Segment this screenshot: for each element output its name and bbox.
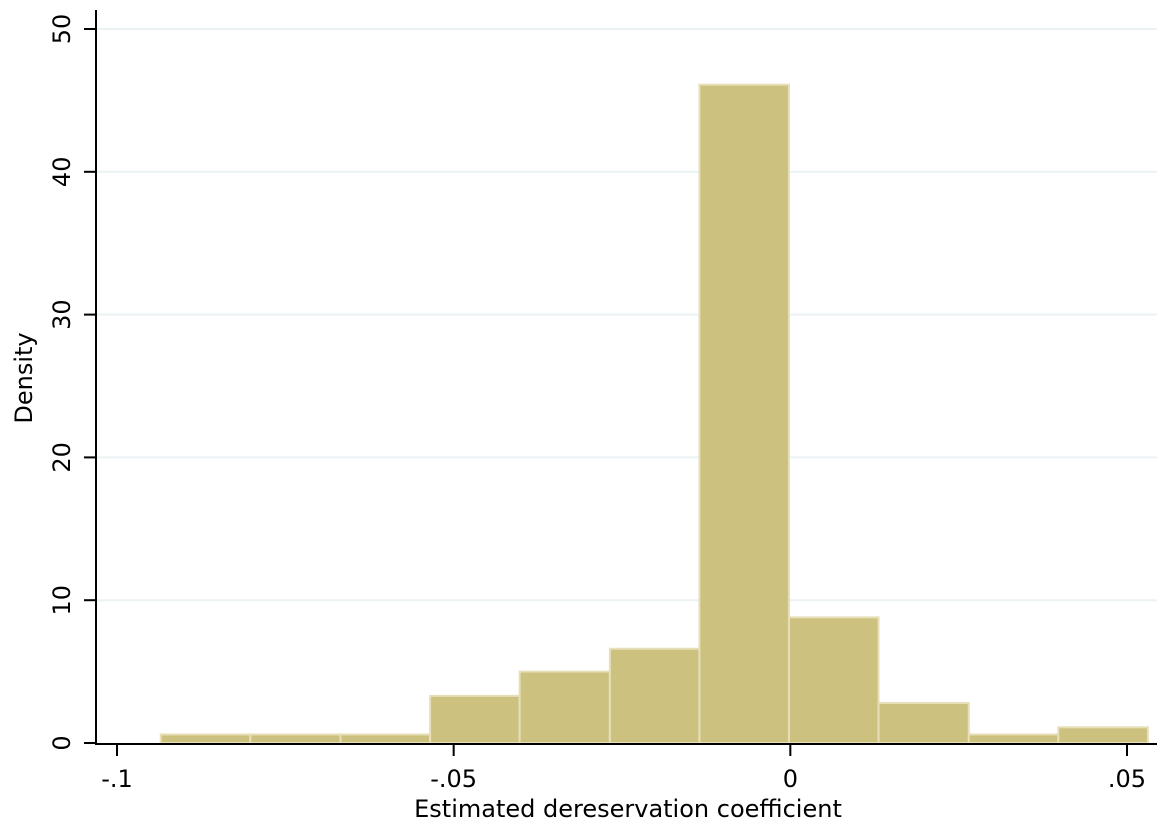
histogram-bar bbox=[159, 733, 252, 745]
y-tick-label: 0 bbox=[48, 735, 76, 750]
y-axis-ticks: 0 10 20 30 40 50 bbox=[48, 14, 96, 751]
histogram-bar bbox=[1057, 726, 1149, 744]
x-tick-label: 0 bbox=[783, 765, 798, 793]
histogram-bar bbox=[339, 733, 432, 745]
x-tick-label: .05 bbox=[1108, 765, 1146, 793]
y-axis-title: Density bbox=[10, 332, 38, 423]
y-tick-label: 40 bbox=[48, 157, 76, 188]
histogram-bar bbox=[518, 670, 611, 744]
y-tick-label: 50 bbox=[48, 14, 76, 45]
histogram-bar bbox=[429, 694, 521, 744]
x-tick-label: -.05 bbox=[430, 765, 477, 793]
histogram-bar bbox=[249, 733, 342, 745]
histogram-bar bbox=[787, 616, 880, 744]
x-axis-title: Estimated dereservation coefficient bbox=[414, 795, 842, 823]
grid-lines bbox=[97, 28, 1157, 602]
histogram-bar bbox=[877, 702, 970, 744]
y-tick-label: 30 bbox=[48, 299, 76, 330]
x-axis-ticks: -.1 -.05 0 .05 bbox=[101, 744, 1146, 793]
y-tick-label: 10 bbox=[48, 585, 76, 616]
histogram-bars bbox=[159, 83, 1149, 745]
y-tick-label: 20 bbox=[48, 442, 76, 473]
histogram-bar bbox=[608, 647, 701, 745]
x-tick-label: -.1 bbox=[101, 765, 133, 793]
histogram-bar bbox=[698, 83, 790, 744]
histogram-bar bbox=[967, 733, 1060, 745]
